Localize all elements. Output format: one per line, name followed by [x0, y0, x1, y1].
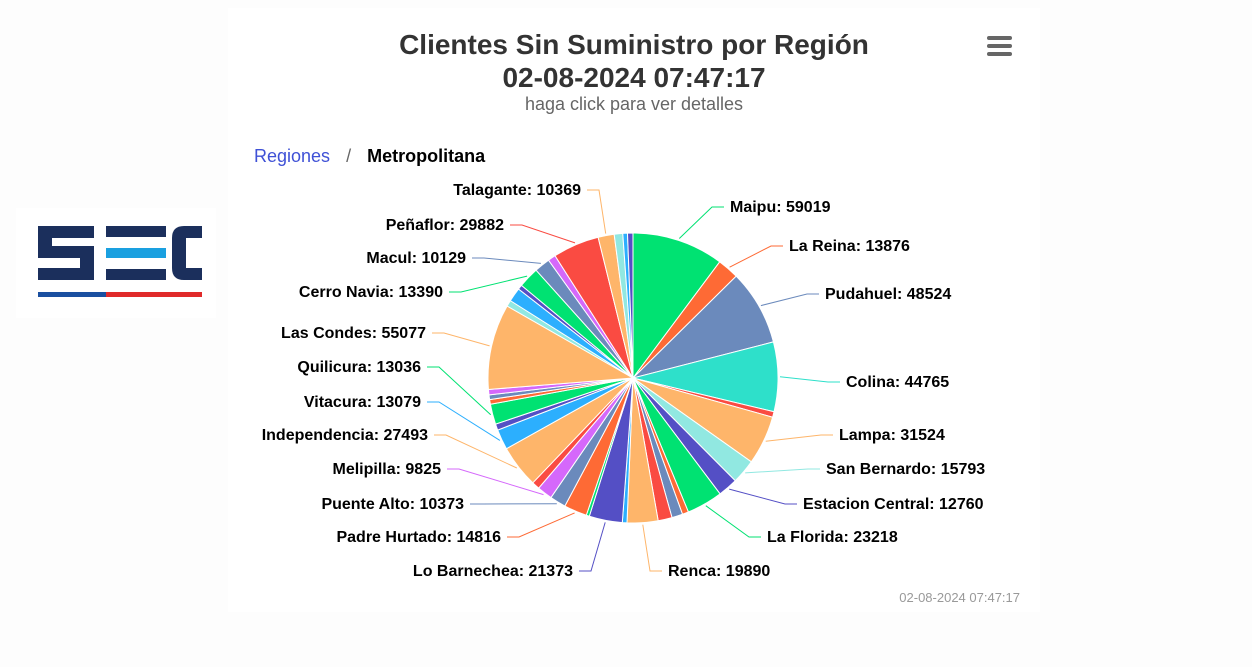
connector-colina: [779, 376, 840, 383]
connector-peñaflor: [510, 224, 576, 244]
pie-slice-las-condes[interactable]: [487, 305, 635, 390]
data-label-colina: Colina: 44765: [846, 374, 949, 391]
chart-title: Clientes Sin Suministro por Región 02-08…: [228, 28, 1040, 94]
connector-macul: [472, 257, 541, 264]
logo-letter-s: [38, 226, 94, 280]
connector-maipu: [678, 206, 724, 239]
breadcrumb-separator: /: [346, 146, 352, 166]
logo-letter-e-mid: [106, 248, 166, 258]
menu-bar-middle: [987, 44, 1012, 48]
pie-connectors: [427, 189, 840, 572]
connector-las-condes: [432, 332, 490, 347]
connector-lampa: [765, 434, 833, 442]
menu-bar-bottom: [987, 52, 1012, 56]
connector-cerro-navia: [449, 275, 528, 293]
chart-subtitle: haga click para ver detalles: [524, 94, 744, 114]
data-label-cerro-navia: Cerro Navia: 13390: [299, 284, 443, 301]
connector-independencia: [434, 434, 518, 469]
sec-logo-mark: [38, 226, 202, 297]
connector-talagante: [587, 189, 607, 234]
logo-letter-e-top: [106, 226, 166, 237]
data-label-pudahuel: Pudahuel: 48524: [825, 286, 951, 303]
connector-estacion-central: [729, 488, 797, 505]
data-label-lampa: Lampa: 31524: [839, 427, 945, 444]
connector-la-reina: [729, 245, 783, 268]
logo-letter-c: [172, 226, 202, 280]
breadcrumb-link-regiones[interactable]: Regiones: [254, 146, 331, 166]
hamburger-menu-icon[interactable]: [983, 34, 1013, 60]
connector-quilicura: [427, 366, 492, 416]
data-label-la-florida: La Florida: 23218: [767, 529, 898, 546]
data-label-la-reina: La Reina: 13876: [789, 238, 910, 255]
connector-vitacura: [427, 401, 501, 441]
data-label-melipilla: Melipilla: 9825: [333, 461, 442, 478]
sec-logo: [16, 208, 216, 318]
connector-melipilla: [447, 468, 544, 496]
data-label-padre-hurtado: Padre Hurtado: 14816: [336, 529, 501, 546]
data-label-lo-barnechea: Lo Barnechea: 21373: [413, 563, 573, 580]
logo-letter-e-bottom: [106, 269, 166, 280]
chart-timestamp: 02-08-2024 07:47:17: [899, 590, 1020, 605]
breadcrumb-current: Metropolitana: [367, 146, 486, 166]
pie-slice-maipu[interactable]: [632, 232, 721, 380]
chart-title-line1: Clientes Sin Suministro por Región: [399, 29, 869, 60]
breadcrumb: Regiones / Metropolitana: [254, 146, 485, 167]
data-label-las-condes: Las Condes: 55077: [281, 325, 426, 342]
connector-renca: [642, 524, 662, 572]
pie-slices: [487, 232, 779, 524]
menu-bar-top: [987, 36, 1012, 40]
data-label-quilicura: Quilicura: 13036: [297, 359, 421, 376]
connector-pudahuel: [760, 293, 819, 307]
data-label-puente-alto: Puente Alto: 10373: [321, 496, 464, 513]
pie-chart: Maipu: 59019 La Reina: 13876 Pudahuel: 485…: [262, 182, 986, 580]
connector-san-bernardo: [745, 468, 820, 474]
data-label-renca: Renca: 19890: [668, 563, 770, 580]
data-label-estacion-central: Estacion Central: 12760: [803, 496, 984, 513]
chart-title-line2: 02-08-2024 07:47:17: [502, 62, 766, 93]
data-label-talagante: Talagante: 10369: [453, 182, 581, 199]
connector-padre-hurtado: [507, 512, 575, 538]
data-label-san-bernardo: San Bernardo: 15793: [826, 461, 985, 478]
connector-la-florida: [705, 505, 761, 538]
data-label-peñaflor: Peñaflor: 29882: [386, 217, 504, 234]
data-label-macul: Macul: 10129: [366, 250, 466, 267]
logo-stripe-red: [106, 292, 202, 297]
connector-lo-barnechea: [579, 522, 606, 572]
chart-container: Clientes Sin Suministro por Región 02-08…: [228, 8, 1040, 612]
data-label-independencia: Independencia: 27493: [262, 427, 428, 444]
pie-labels: Maipu: 59019 La Reina: 13876 Pudahuel: 485…: [262, 182, 986, 580]
logo-stripe-blue: [38, 292, 106, 297]
data-label-maipu: Maipu: 59019: [730, 199, 831, 216]
pie-slice-slice-38[interactable]: [626, 232, 634, 379]
data-label-vitacura: Vitacura: 13079: [304, 394, 421, 411]
